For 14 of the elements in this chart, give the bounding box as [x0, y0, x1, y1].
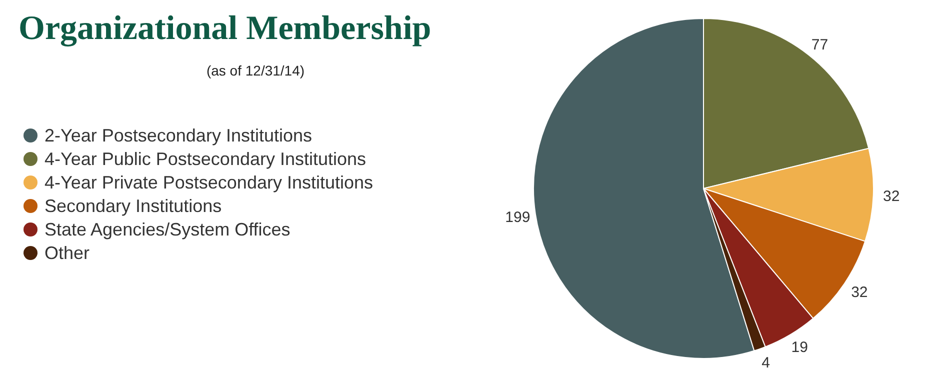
legend-label: Secondary Institutions	[44, 196, 222, 216]
data-label: 32	[883, 188, 900, 206]
legend-label: 2-Year Postsecondary Institutions	[44, 126, 312, 146]
legend-label: Other	[44, 243, 90, 263]
chart-title: Organizational Membership	[18, 10, 432, 47]
data-label: 77	[811, 36, 828, 54]
legend-label: 4-Year Public Postsecondary Institutions	[44, 149, 366, 169]
data-label: 199	[505, 208, 530, 226]
data-label: 4	[762, 354, 770, 372]
text: (as of 12/31/14)	[206, 62, 305, 78]
data-label: 32	[851, 284, 868, 301]
legend-label: State Agencies/System Offices	[44, 220, 290, 240]
data-label: 19	[791, 339, 808, 356]
legend-label: 4-Year Private Postsecondary Institutions	[44, 172, 374, 192]
